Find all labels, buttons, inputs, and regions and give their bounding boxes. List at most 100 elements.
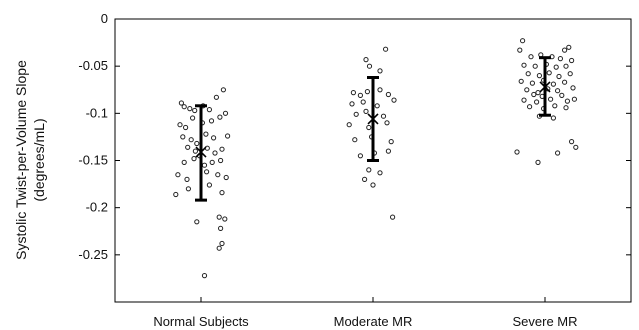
- data-point: [192, 107, 198, 114]
- y-tick-label: -0.15: [78, 153, 108, 168]
- data-point: [546, 70, 552, 76]
- data-point: [352, 137, 358, 143]
- data-point: [192, 148, 198, 154]
- y-tick-label: -0.25: [78, 247, 108, 262]
- data-point: [555, 88, 561, 94]
- data-point: [201, 273, 208, 279]
- data-point: [353, 111, 359, 117]
- data-point: [219, 190, 225, 196]
- data-point: [194, 140, 200, 147]
- data-point: [535, 159, 541, 165]
- data-point: [208, 118, 215, 124]
- data-point: [222, 216, 228, 222]
- data-point: [188, 137, 194, 143]
- data-point: [550, 81, 557, 87]
- data-point: [385, 148, 391, 154]
- data-point: [383, 46, 389, 52]
- data-point: [385, 91, 391, 98]
- data-point: [521, 97, 527, 103]
- data-point: [363, 57, 369, 63]
- mean-marker: [367, 113, 379, 125]
- data-point: [178, 100, 184, 106]
- data-point: [187, 106, 193, 112]
- y-axis-ticks: 0 -0.05 -0.1 -0.15 -0.2 -0.25: [78, 11, 631, 262]
- data-point: [384, 120, 390, 126]
- data-point: [216, 214, 222, 220]
- data-point: [564, 98, 571, 104]
- data-point: [175, 172, 181, 178]
- data-point: [517, 47, 523, 53]
- data-point: [548, 96, 554, 102]
- data-point: [216, 245, 222, 251]
- data-point: [346, 122, 352, 128]
- data-point: [225, 133, 231, 139]
- data-point: [566, 44, 572, 50]
- data-point: [556, 73, 562, 80]
- data-point: [213, 94, 219, 100]
- data-point: [215, 172, 221, 178]
- data-point: [350, 90, 356, 96]
- data-point: [573, 144, 579, 150]
- data-point: [521, 62, 527, 68]
- mean-markers: [195, 81, 551, 158]
- data-point: [223, 174, 229, 181]
- data-point: [380, 113, 387, 119]
- data-point: [391, 97, 397, 103]
- data-point: [535, 90, 541, 96]
- data-point: [191, 156, 197, 162]
- x-tick-label: Moderate MR: [334, 314, 413, 329]
- data-point: [390, 214, 396, 220]
- data-point: [190, 115, 196, 121]
- data-point: [370, 182, 376, 188]
- data-point: [183, 124, 189, 131]
- data-point: [555, 150, 561, 156]
- data-point: [524, 87, 530, 93]
- y-axis-label-line1: Systolic Twist-per-Volume Slope: [13, 60, 29, 260]
- data-point: [388, 139, 394, 145]
- data-point: [374, 103, 380, 109]
- data-point: [177, 122, 183, 128]
- data-point: [552, 103, 558, 109]
- y-tick-label: -0.2: [86, 200, 108, 215]
- data-point: [366, 63, 373, 69]
- data-point: [562, 47, 568, 53]
- data-point: [204, 169, 210, 175]
- data-point: [570, 85, 576, 91]
- data-point: [559, 92, 565, 99]
- data-point: [357, 92, 363, 99]
- data-point: [362, 176, 368, 182]
- data-point: [220, 87, 226, 93]
- data-point: [218, 157, 224, 164]
- data-point: [525, 71, 531, 77]
- data-point: [203, 131, 209, 137]
- data-point: [194, 219, 200, 225]
- data-point: [532, 63, 538, 69]
- data-point: [357, 153, 363, 159]
- data-point: [536, 73, 543, 79]
- data-point: [377, 68, 383, 74]
- data-point: [180, 134, 186, 140]
- data-point: [569, 57, 575, 64]
- data-point: [211, 135, 217, 141]
- data-point: [563, 105, 569, 111]
- data-point: [217, 114, 223, 120]
- data-point: [219, 146, 225, 152]
- data-point: [531, 91, 537, 98]
- data-point: [562, 79, 568, 85]
- x-tick-label: Normal Subjects: [153, 314, 249, 329]
- data-point: [557, 56, 564, 62]
- data-point: [185, 144, 191, 150]
- data-point: [514, 149, 520, 155]
- y-tick-label: -0.05: [78, 58, 108, 73]
- data-point: [181, 159, 187, 165]
- data-point: [363, 108, 369, 115]
- data-point: [173, 191, 179, 198]
- data-point: [520, 38, 526, 44]
- data-point: [206, 107, 212, 113]
- data-point: [201, 162, 208, 168]
- mean-marker: [539, 81, 551, 93]
- data-point: [364, 89, 370, 95]
- x-tick-label: Severe MR: [512, 314, 577, 329]
- data-point: [206, 182, 212, 188]
